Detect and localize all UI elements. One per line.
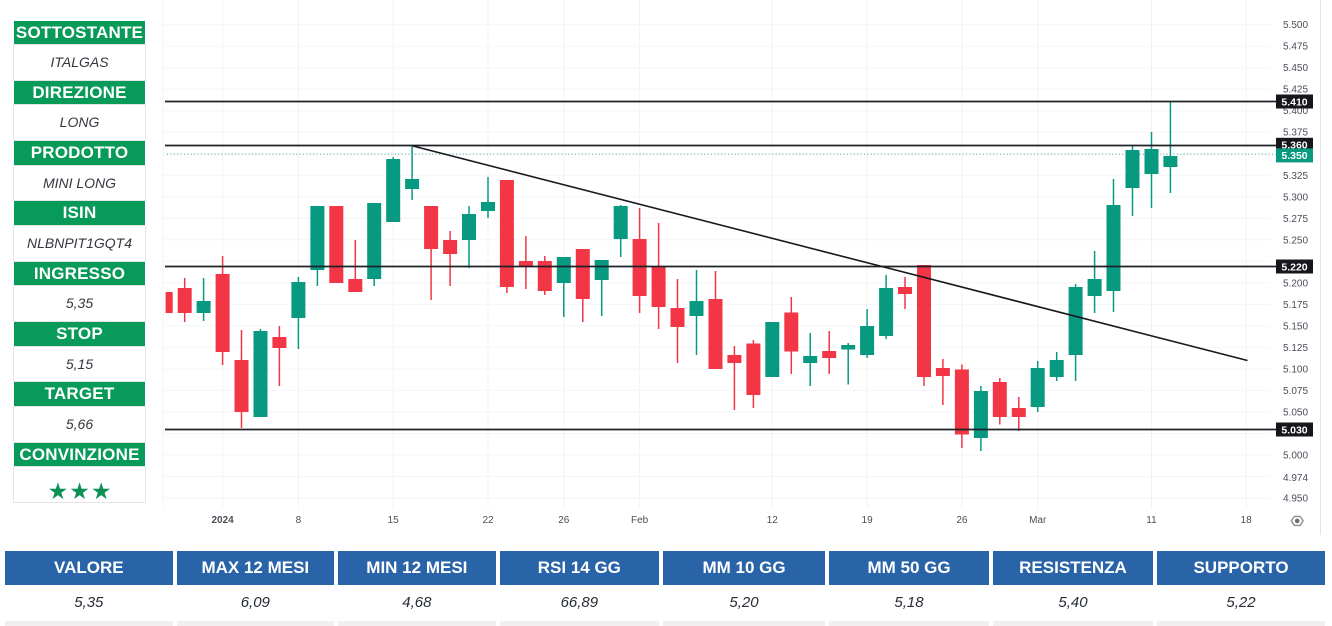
svg-text:5.250: 5.250 [1283, 235, 1308, 246]
svg-text:8: 8 [296, 515, 302, 526]
svg-text:26: 26 [956, 515, 968, 526]
svg-text:18: 18 [1241, 515, 1253, 526]
svg-text:5.075: 5.075 [1283, 386, 1308, 397]
svg-text:Feb: Feb [631, 515, 649, 526]
svg-text:5.500: 5.500 [1283, 20, 1308, 31]
svg-text:5.200: 5.200 [1283, 278, 1308, 289]
svg-text:5.150: 5.150 [1283, 321, 1308, 332]
svg-text:4.950: 4.950 [1283, 494, 1308, 505]
svg-text:5.125: 5.125 [1283, 343, 1308, 354]
svg-text:5.400: 5.400 [1283, 106, 1308, 117]
svg-text:5.050: 5.050 [1283, 408, 1308, 419]
svg-text:5.100: 5.100 [1283, 365, 1308, 376]
svg-text:5.275: 5.275 [1283, 214, 1308, 225]
svg-text:5.410: 5.410 [1281, 96, 1307, 108]
svg-text:5.030: 5.030 [1281, 424, 1307, 436]
svg-text:15: 15 [388, 515, 400, 526]
svg-text:5.300: 5.300 [1283, 192, 1308, 203]
svg-text:5.220: 5.220 [1281, 261, 1307, 273]
svg-text:2024: 2024 [211, 515, 234, 526]
svg-text:4.974: 4.974 [1283, 473, 1308, 484]
svg-text:5.000: 5.000 [1283, 451, 1308, 462]
svg-text:5.350: 5.350 [1281, 150, 1307, 162]
svg-text:5.475: 5.475 [1283, 42, 1308, 53]
svg-text:Mar: Mar [1029, 515, 1047, 526]
svg-text:5.425: 5.425 [1283, 85, 1308, 96]
svg-text:5.175: 5.175 [1283, 300, 1308, 311]
svg-text:5.325: 5.325 [1283, 171, 1308, 182]
svg-text:22: 22 [482, 515, 494, 526]
svg-text:5.450: 5.450 [1283, 63, 1308, 74]
svg-text:11: 11 [1146, 515, 1157, 526]
svg-text:26: 26 [558, 515, 570, 526]
svg-text:5.375: 5.375 [1283, 128, 1308, 139]
svg-text:12: 12 [767, 515, 779, 526]
svg-text:19: 19 [862, 515, 874, 526]
